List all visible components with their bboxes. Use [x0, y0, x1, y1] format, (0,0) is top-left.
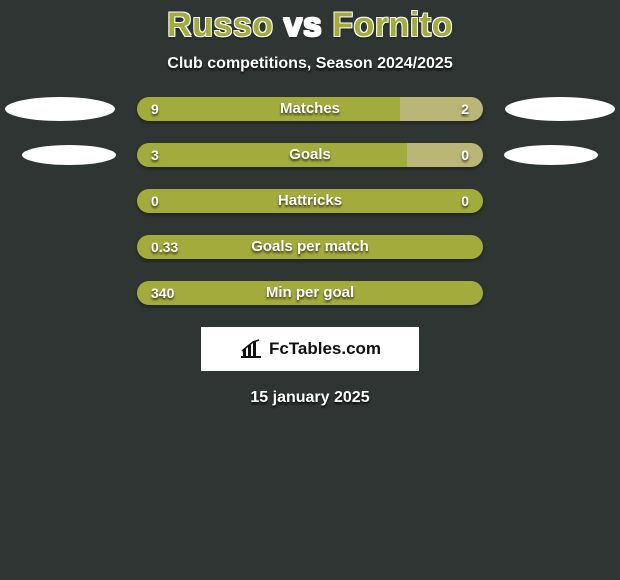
stat-bar-right-segment — [407, 143, 483, 167]
player-marker-right — [504, 145, 598, 165]
stat-row: Matches92 — [0, 97, 620, 121]
title-sep: vs — [274, 6, 333, 44]
stat-row: Goals30 — [0, 143, 620, 167]
player-marker-left — [22, 145, 116, 165]
logo-text: FcTables.com — [269, 339, 381, 359]
stat-row: Hattricks00 — [0, 189, 620, 213]
player-marker-right — [505, 97, 615, 121]
stat-bar: Hattricks00 — [137, 189, 483, 213]
subtitle: Club competitions, Season 2024/2025 — [0, 55, 620, 73]
stat-bar-left-segment — [137, 143, 407, 167]
stat-bar-right-segment — [400, 97, 483, 121]
fctables-logo[interactable]: FcTables.com — [201, 327, 419, 371]
player-marker-left — [5, 97, 115, 121]
stat-bar-left-segment — [137, 189, 483, 213]
comparison-container: Russo vs Fornito Club competitions, Seas… — [0, 0, 620, 580]
stat-bar: Matches92 — [137, 97, 483, 121]
stat-bar: Min per goal340 — [137, 281, 483, 305]
title-right: Fornito — [332, 6, 453, 44]
stat-bar-left-segment — [137, 281, 483, 305]
stat-rows: Matches92 Goals30 Hattricks00 Goals per mat… — [0, 97, 620, 305]
date-label: 15 january 2025 — [0, 389, 620, 407]
stat-bar-left-segment — [137, 235, 483, 259]
stat-bar-left-segment — [137, 97, 400, 121]
stat-bar: Goals per match0.33 — [137, 235, 483, 259]
stat-row: Goals per match0.33 — [0, 235, 620, 259]
stat-row: Min per goal340 — [0, 281, 620, 305]
bar-chart-icon — [239, 339, 263, 359]
title-left: Russo — [167, 6, 273, 44]
stat-bar: Goals30 — [137, 143, 483, 167]
page-title: Russo vs Fornito — [0, 0, 620, 45]
